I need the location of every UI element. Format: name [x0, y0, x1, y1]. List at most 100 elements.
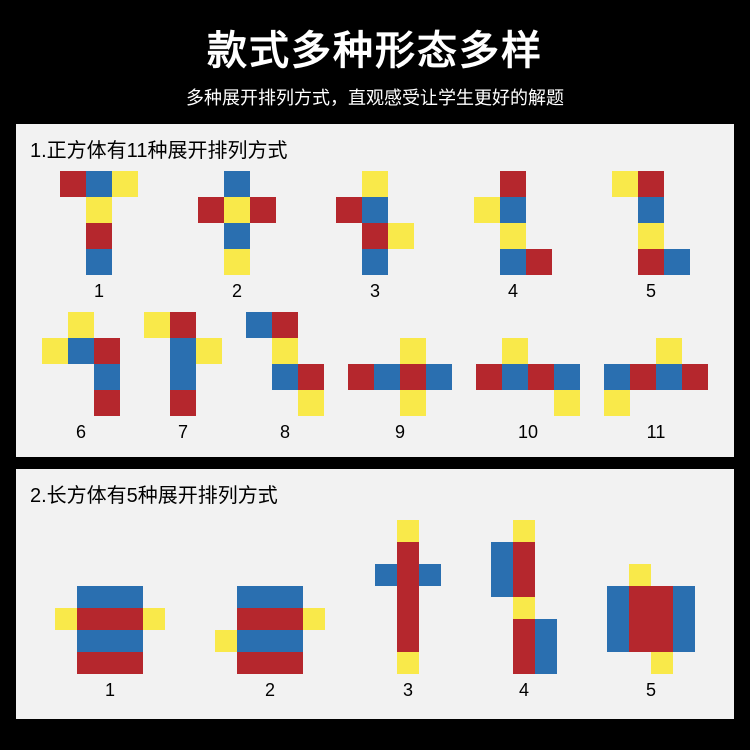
net-label: 3: [403, 680, 413, 701]
cell: [112, 171, 138, 197]
cell: [68, 338, 94, 364]
cell: [656, 338, 682, 364]
net-label: 4: [519, 680, 529, 701]
cube-nets-row-2: 6 7 8 9 10 11: [30, 312, 720, 443]
cell: [272, 312, 298, 338]
cell: [336, 197, 362, 223]
cell: [638, 171, 664, 197]
cell: [638, 223, 664, 249]
face: [607, 586, 629, 652]
cell: [656, 364, 682, 390]
face: [419, 564, 441, 586]
cell: [500, 197, 526, 223]
face: [491, 542, 513, 597]
cell: [170, 338, 196, 364]
face: [397, 597, 419, 652]
cell: [400, 338, 426, 364]
cube-net-7: 7: [144, 312, 222, 443]
header: 款式多种形态多样 多种展开排列方式，直观感受让学生更好的解题: [0, 0, 750, 124]
net-label: 8: [280, 422, 290, 443]
section2-title: 2.长方体有5种展开排列方式: [30, 479, 720, 508]
face: [629, 564, 651, 586]
cuboid-net-4: 4: [491, 520, 557, 701]
net-label: 9: [395, 422, 405, 443]
face: [535, 619, 557, 674]
cell: [94, 364, 120, 390]
net-label: 5: [646, 680, 656, 701]
cube-net-5: 5: [612, 171, 690, 302]
page-subtitle: 多种展开排列方式，直观感受让学生更好的解题: [0, 84, 750, 110]
face: [237, 630, 303, 652]
cell: [528, 364, 554, 390]
cell: [500, 249, 526, 275]
cell: [170, 312, 196, 338]
cell: [604, 390, 630, 416]
net-label: 7: [178, 422, 188, 443]
section-cube-nets: 1.正方体有11种展开排列方式 12345 67891011: [16, 124, 734, 457]
cube-net-8: 8: [246, 312, 324, 443]
cube-net-10: 10: [476, 338, 580, 443]
cell: [170, 364, 196, 390]
face: [215, 630, 237, 652]
cell: [400, 390, 426, 416]
face: [513, 619, 535, 674]
cube-net-4: 4: [474, 171, 552, 302]
cell: [94, 338, 120, 364]
net-label: 2: [265, 680, 275, 701]
cell: [554, 390, 580, 416]
net-label: 2: [232, 281, 242, 302]
net-label: 10: [518, 422, 538, 443]
cell: [474, 197, 500, 223]
face: [77, 652, 143, 674]
cell: [272, 338, 298, 364]
cell: [604, 364, 630, 390]
cuboid-net-1: 1: [55, 586, 165, 701]
face: [513, 542, 535, 597]
cell: [400, 364, 426, 390]
cell: [612, 171, 638, 197]
cell: [638, 197, 664, 223]
net-label: 1: [105, 680, 115, 701]
net-label: 11: [647, 422, 666, 443]
section-cuboid-nets: 2.长方体有5种展开排列方式 1 2 3 4 5: [16, 469, 734, 719]
cube-net-9: 9: [348, 338, 452, 443]
net-label: 1: [94, 281, 104, 302]
page-title: 款式多种形态多样: [0, 18, 750, 76]
cell: [86, 249, 112, 275]
cell: [554, 364, 580, 390]
face: [397, 652, 419, 674]
cell: [426, 364, 452, 390]
cell: [502, 338, 528, 364]
face: [629, 586, 651, 652]
net-label: 6: [76, 422, 86, 443]
cell: [246, 312, 272, 338]
cell: [224, 197, 250, 223]
cell: [362, 171, 388, 197]
cell: [362, 223, 388, 249]
cell: [170, 390, 196, 416]
cell: [348, 364, 374, 390]
cell: [68, 312, 94, 338]
cell: [630, 364, 656, 390]
cell: [86, 223, 112, 249]
face: [303, 608, 325, 630]
cell: [526, 249, 552, 275]
cell: [224, 171, 250, 197]
cell: [60, 171, 86, 197]
cell: [362, 249, 388, 275]
cuboid-net-2: 2: [215, 586, 325, 701]
cell: [196, 338, 222, 364]
face: [77, 586, 143, 608]
cell: [638, 249, 664, 275]
cuboid-net-5: 5: [607, 564, 695, 701]
face: [397, 542, 419, 597]
face: [651, 652, 673, 674]
cell: [500, 223, 526, 249]
cell: [682, 364, 708, 390]
net-label: 5: [646, 281, 656, 302]
cell: [250, 197, 276, 223]
cell: [362, 197, 388, 223]
cell: [144, 312, 170, 338]
cell: [86, 171, 112, 197]
cell: [298, 390, 324, 416]
